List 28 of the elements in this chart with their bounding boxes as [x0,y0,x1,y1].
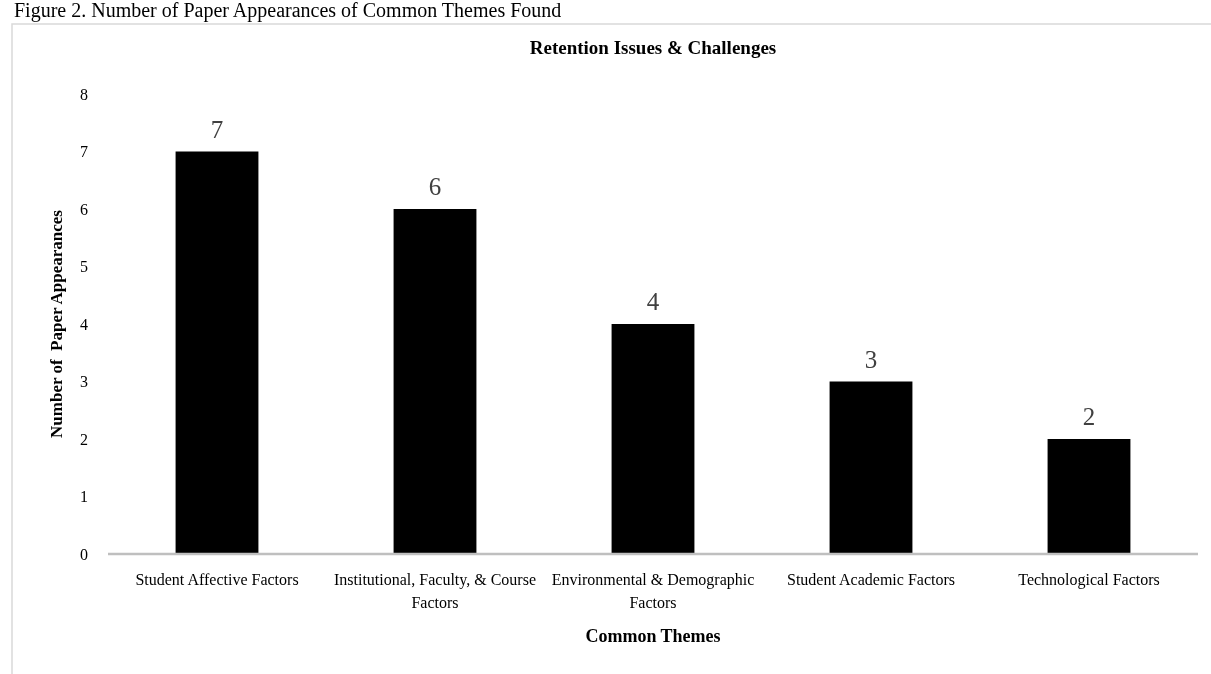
y-tick-label: 2 [80,430,88,448]
caption: Figure 2. Number of Paper Appearances of Common Themes Found [14,0,562,22]
x-tick-label: Student Academic Factors [787,571,955,588]
bar [175,151,259,554]
x-tick-label: Institutional, Faculty, & Course Factors [333,571,537,611]
x-tick-label: Technological Factors [1018,571,1160,589]
data-label: 7 [210,115,224,143]
y-axis-title: Number of Paper Appearances [47,209,66,438]
y-tick-label: 0 [80,545,88,563]
y-tick-label: 6 [80,200,88,218]
y-tick-label: 4 [80,315,88,333]
y-tick-label: 8 [80,85,88,103]
chart-title: Retention Issues & Challenges [529,37,777,58]
data-label: 4 [646,288,660,315]
y-tick-label: 5 [80,258,88,276]
x-axis-title: Common Themes [585,626,721,646]
data-label: 3 [864,345,878,373]
bar [611,324,695,554]
x-tick-label: Environmental & Demographic Factors [551,571,755,611]
y-tick-label: 3 [80,373,88,391]
y-tick-label: 1 [80,488,88,506]
data-label: 6 [428,173,442,200]
bar [829,381,913,554]
bar [1047,439,1131,554]
data-label: 2 [1082,403,1096,430]
y-tick-label: 7 [80,143,88,161]
x-tick-label: Student Affective Factors [135,571,299,588]
bar [393,209,477,554]
